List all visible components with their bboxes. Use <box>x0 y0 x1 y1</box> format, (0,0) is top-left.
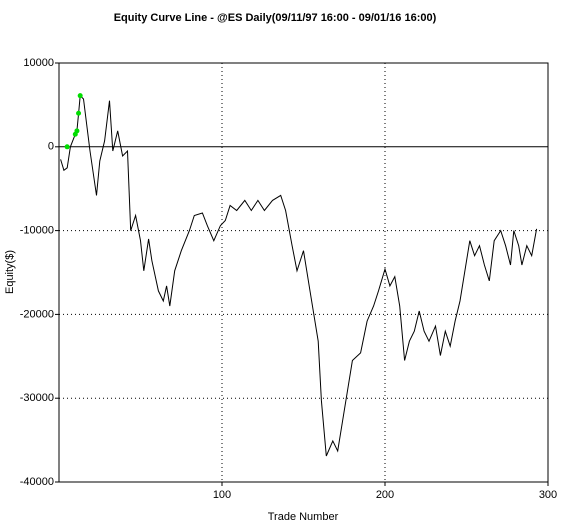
y-tick-label: -10000 <box>20 225 54 237</box>
chart-title: Equity Curve Line - @ES Daily(09/11/97 1… <box>114 12 437 24</box>
y-axis-label: Equity($) <box>4 250 16 294</box>
y-tick-label: -30000 <box>20 392 54 404</box>
marker <box>74 128 80 134</box>
y-tick-label: 10000 <box>23 57 54 69</box>
marker <box>64 144 70 150</box>
y-tick-label: -40000 <box>20 476 54 488</box>
y-tick-label: 0 <box>48 141 54 153</box>
x-axis-label: Trade Number <box>268 511 339 523</box>
y-tick-label: -20000 <box>20 308 54 320</box>
x-tick-label: 300 <box>539 489 557 501</box>
marker <box>77 93 83 99</box>
x-tick-label: 200 <box>376 489 394 501</box>
plot-frame <box>58 62 549 483</box>
x-tick-label: 100 <box>213 489 231 501</box>
equity-line <box>60 94 538 457</box>
marker <box>76 110 82 116</box>
